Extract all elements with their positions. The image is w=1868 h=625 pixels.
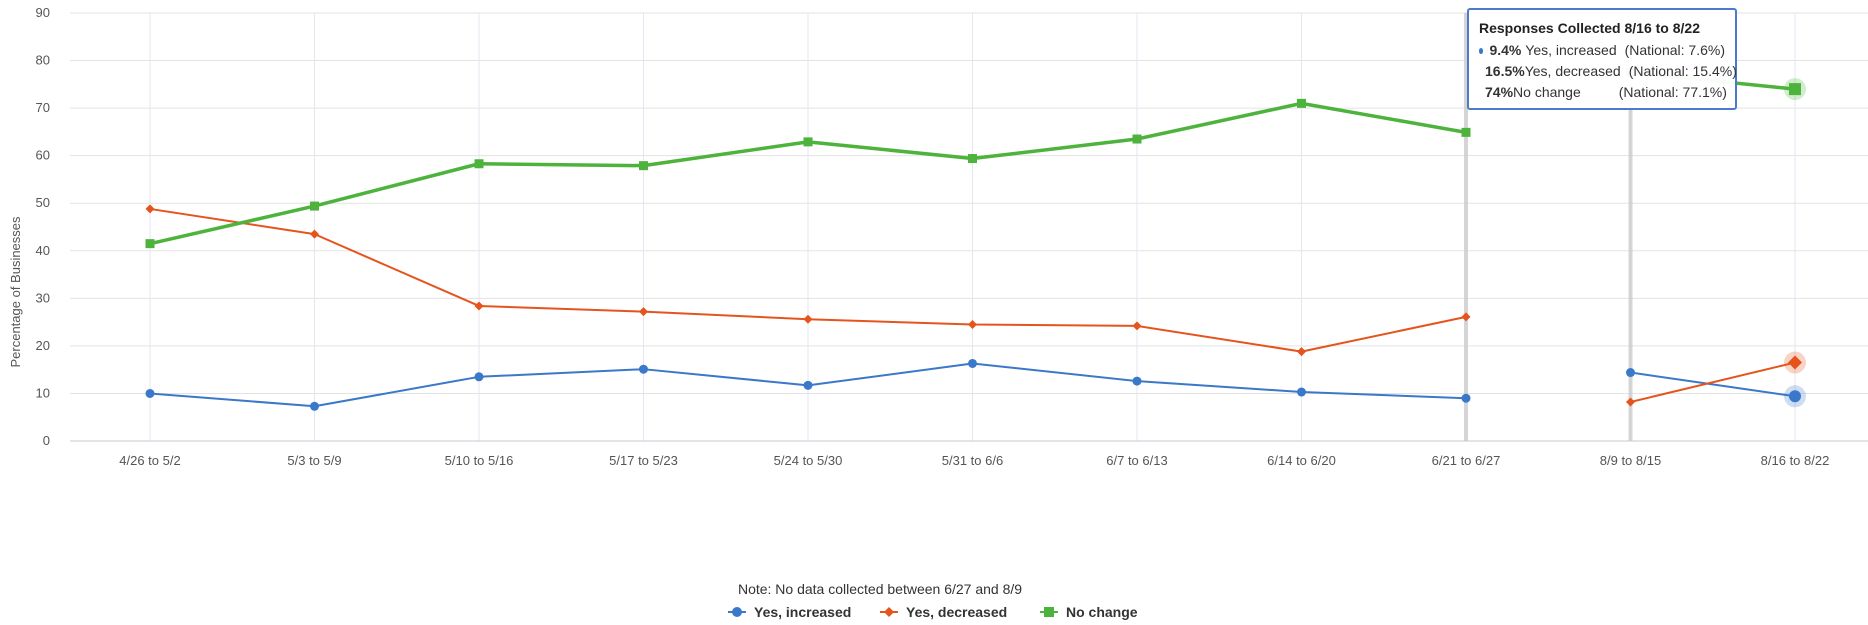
y-tick-label: 70 [36, 100, 50, 115]
tooltip-national: (National: 15.4%) [1628, 63, 1737, 79]
y-tick-label: 60 [36, 148, 50, 163]
axes: 0 10 20 30 40 50 60 70 80 90 4/26 to 5/2 5/3 to 5/9… [36, 5, 1868, 468]
x-tick-label: 8/16 to 8/22 [1761, 453, 1830, 468]
legend-label: No change [1066, 604, 1138, 620]
legend-item: Yes, increased [728, 604, 851, 620]
x-tick-label: 6/21 to 6/27 [1432, 453, 1501, 468]
legend-item: No change [1040, 604, 1138, 620]
x-tick-label: 6/7 to 6/13 [1106, 453, 1167, 468]
data-point [1789, 83, 1801, 96]
data-point [474, 301, 484, 311]
x-tick-label: 5/3 to 5/9 [287, 453, 341, 468]
data-point [1297, 387, 1306, 397]
y-tick-label: 0 [43, 433, 50, 448]
x-tick-label: 5/31 to 6/6 [942, 453, 1003, 468]
legend: Yes, increased Yes, decreased No change [728, 604, 1138, 620]
y-axis-label: Percentage of Businesses [8, 216, 23, 368]
data-point [1132, 134, 1142, 144]
x-tick-label: 6/14 to 6/20 [1267, 453, 1336, 468]
data-point [310, 229, 319, 239]
tooltip: Responses Collected 8/16 to 8/22 9.4% Ye… [1467, 8, 1737, 110]
tooltip-title: Responses Collected 8/16 to 8/22 [1479, 20, 1700, 36]
legend-marker [732, 607, 742, 617]
legend-marker [1044, 607, 1054, 617]
legend-item: Yes, decreased [880, 604, 1007, 620]
data-point [803, 380, 813, 390]
data-point [968, 154, 977, 164]
data-point [1461, 312, 1471, 322]
data-point [1297, 347, 1306, 357]
tooltip-national: (National: 7.6%) [1624, 42, 1725, 58]
data-point [474, 159, 484, 169]
legend-label: Yes, increased [754, 604, 851, 620]
data-point [1626, 368, 1635, 378]
y-tick-label: 80 [36, 53, 50, 68]
series-markers [145, 67, 1806, 411]
data-point [474, 372, 484, 382]
tooltip-series-name: Yes, increased [1525, 42, 1617, 58]
x-tick-label: 4/26 to 5/2 [119, 453, 180, 468]
tooltip-row-increased: 9.4% Yes, increased (National: 7.6%) [1479, 40, 1725, 61]
tooltip-national: (National: 77.1%) [1618, 84, 1727, 100]
data-point [145, 388, 155, 398]
legend-label: Yes, decreased [906, 604, 1007, 620]
data-point [639, 364, 648, 374]
data-point [1297, 98, 1306, 108]
x-tick-label: 5/10 to 5/16 [445, 453, 514, 468]
tooltip-value: 74% [1485, 84, 1514, 100]
y-tick-label: 50 [36, 195, 50, 210]
data-point [145, 204, 155, 214]
y-tick-label: 40 [36, 243, 50, 258]
data-point [1789, 390, 1801, 403]
tooltip-series-name: Yes, decreased [1524, 63, 1621, 79]
data-point [968, 358, 977, 368]
data-point [1461, 393, 1471, 403]
chart-note: Note: No data collected between 6/27 and… [738, 581, 1022, 597]
data-point [1626, 397, 1635, 407]
x-tick-label: 5/24 to 5/30 [774, 453, 843, 468]
data-point [639, 161, 648, 171]
data-point [310, 201, 319, 211]
data-point [310, 401, 319, 411]
y-tick-label: 90 [36, 5, 50, 20]
series-line [1630, 371, 1796, 398]
y-tick-label: 10 [36, 385, 50, 400]
data-point [803, 137, 813, 147]
x-tick-label: 8/9 to 8/15 [1600, 453, 1661, 468]
data-point [1461, 127, 1471, 137]
data-point [145, 239, 155, 249]
data-point [968, 319, 977, 329]
data-point [803, 314, 813, 324]
tooltip-series-name: No change [1513, 84, 1581, 100]
legend-marker [884, 607, 894, 617]
tooltip-value: 16.5% [1485, 63, 1525, 79]
tooltip-row-no-change: 74% No change (National: 77.1%) [1479, 82, 1727, 103]
y-tick-label: 30 [36, 290, 50, 305]
tooltip-value: 9.4% [1489, 42, 1522, 58]
y-tick-label: 20 [36, 338, 50, 353]
data-point [1132, 376, 1142, 386]
data-point [639, 307, 648, 317]
data-point [1132, 321, 1142, 331]
series-line [1630, 361, 1796, 403]
data-point [1788, 355, 1802, 370]
x-tick-label: 5/17 to 5/23 [609, 453, 678, 468]
bullet-icon [1479, 47, 1484, 54]
tooltip-row-decreased: 16.5% Yes, decreased (National: 15.4%) [1479, 61, 1737, 82]
